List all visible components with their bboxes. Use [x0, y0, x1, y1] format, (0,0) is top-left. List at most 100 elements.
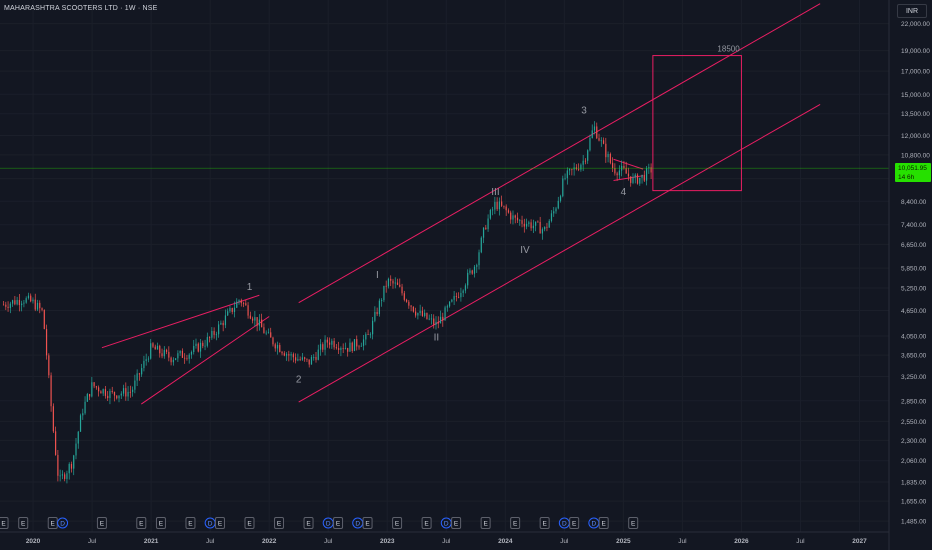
candle-body	[476, 265, 478, 267]
earnings-marker[interactable]: E	[18, 517, 29, 529]
candle-body	[505, 206, 507, 211]
candle-body	[211, 330, 213, 338]
price-tick-label: 5,250.00	[901, 286, 927, 293]
candle-body	[353, 339, 356, 352]
candle-body	[5, 304, 7, 307]
candle-body	[564, 178, 566, 179]
candle-body	[290, 354, 292, 356]
earnings-marker[interactable]: E	[0, 517, 9, 529]
candle-body	[544, 226, 546, 230]
candle-body	[387, 278, 390, 287]
candle-body	[281, 351, 283, 354]
candle-body	[190, 351, 193, 355]
candle-body	[247, 305, 249, 316]
earnings-letter: E	[572, 520, 577, 527]
earnings-badge	[480, 517, 491, 529]
earnings-letter: E	[51, 520, 56, 527]
price-tick-label: 1,485.00	[901, 519, 927, 526]
earnings-letter: E	[1, 520, 6, 527]
earnings-marker[interactable]: E	[392, 517, 403, 529]
candle-body	[238, 300, 240, 302]
earnings-marker[interactable]: E	[628, 517, 639, 529]
price-tick-label: 1,835.00	[901, 480, 927, 487]
time-axis[interactable]: 2020 Jul 2021 Jul 2022 Jul 2023 Jul 2024 Jul 2025 J…	[26, 538, 867, 545]
candle-body	[199, 342, 202, 352]
candle-body	[177, 353, 179, 359]
candle-body	[215, 334, 217, 336]
dividend-marker[interactable]: D	[57, 517, 69, 529]
candle-body	[317, 349, 319, 360]
candle-body	[193, 346, 195, 352]
candle-body	[514, 215, 516, 218]
candle-body	[401, 286, 403, 294]
candle-body	[593, 126, 596, 131]
earnings-marker[interactable]: E	[136, 517, 147, 529]
candle-body	[553, 211, 555, 214]
price-tick-label: 2,300.00	[901, 438, 927, 445]
earnings-marker[interactable]: E	[303, 517, 314, 529]
candle-body	[66, 473, 68, 479]
earnings-marker[interactable]: E	[510, 517, 521, 529]
earnings-marker[interactable]: E	[96, 517, 107, 529]
earnings-letter: E	[631, 520, 636, 527]
candle-body	[322, 344, 324, 350]
earnings-marker[interactable]: E	[421, 517, 432, 529]
candle-body	[292, 354, 294, 358]
earnings-marker[interactable]: E	[539, 517, 550, 529]
candle-body	[240, 300, 242, 304]
earnings-marker[interactable]: E	[47, 517, 58, 529]
price-tick-label: 19,000.00	[901, 48, 930, 55]
earnings-badge	[244, 517, 255, 529]
earnings-marker[interactable]: E	[244, 517, 255, 529]
earnings-marker[interactable]: E	[333, 517, 344, 529]
earnings-marker[interactable]: E	[185, 517, 196, 529]
candle-body	[376, 311, 378, 315]
dividend-marker[interactable]: D	[558, 517, 570, 529]
candle-body	[584, 160, 587, 162]
earnings-marker[interactable]: E	[569, 517, 580, 529]
price-tick-label: 15,000.00	[901, 92, 930, 99]
candle-body	[127, 391, 129, 397]
earnings-badge	[136, 517, 147, 529]
candle-body	[437, 321, 439, 324]
candle-body	[328, 342, 331, 345]
earnings-marker[interactable]: E	[362, 517, 373, 529]
candle-body	[571, 169, 573, 170]
candle-body	[539, 221, 541, 234]
time-tick-label: Jul	[442, 538, 451, 545]
trendlines[interactable]	[101, 3, 821, 405]
candle-body	[582, 160, 584, 165]
time-tick-label: 2023	[380, 538, 395, 545]
candle-body	[365, 334, 367, 340]
candle-body	[202, 342, 204, 347]
candle-body	[521, 220, 523, 224]
earnings-badge	[598, 517, 609, 529]
dividend-marker[interactable]: D	[322, 517, 334, 529]
dividend-marker[interactable]: D	[352, 517, 364, 529]
dividend-marker[interactable]: D	[588, 517, 600, 529]
earnings-marker[interactable]: E	[598, 517, 609, 529]
earnings-marker[interactable]: E	[274, 517, 285, 529]
candle-body	[525, 223, 528, 227]
earnings-marker[interactable]: E	[480, 517, 491, 529]
dividend-marker[interactable]: D	[440, 517, 452, 529]
candle-body	[272, 337, 274, 345]
candle-body	[591, 130, 593, 139]
chart-grid	[0, 0, 889, 532]
candle-body	[136, 373, 138, 381]
earnings-marker[interactable]: E	[214, 517, 225, 529]
currency-button[interactable]: INR	[897, 4, 927, 18]
earnings-marker[interactable]: E	[451, 517, 462, 529]
candle-body	[340, 347, 342, 350]
candle-body	[224, 315, 227, 326]
dividend-marker[interactable]: D	[204, 517, 216, 529]
candle-body	[396, 282, 399, 285]
target-zone[interactable]: 18500	[652, 45, 742, 192]
price-tick-label: 10,800.00	[901, 152, 930, 159]
candle-body	[446, 306, 448, 308]
candle-body	[75, 443, 77, 456]
earnings-marker[interactable]: E	[155, 517, 166, 529]
